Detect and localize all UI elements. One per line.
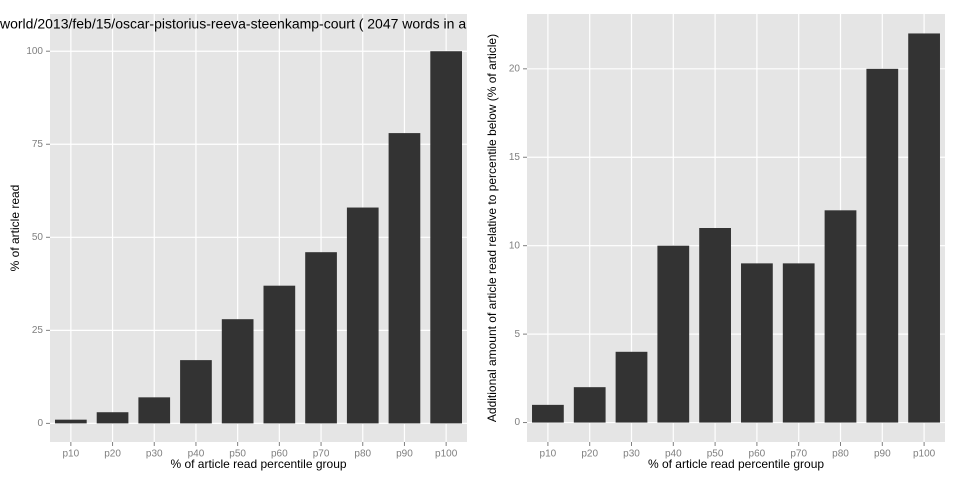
bar [305,252,337,424]
x-tick-label: p100 [913,449,936,460]
y-tick-label: 10 [509,240,521,251]
bar [908,33,940,423]
y-axis-title: % of article read [8,185,22,272]
y-tick-label: 0 [37,418,43,429]
bar [221,319,254,424]
bar [96,412,129,424]
y-tick-label: 0 [514,417,520,428]
y-tick-label: 25 [32,325,44,336]
x-tick-label: p20 [581,449,598,460]
x-tick-label: p50 [229,449,246,460]
y-tick-label: 15 [509,152,521,163]
x-tick-label: p10 [540,449,557,460]
bar [866,68,899,423]
x-tick-label: p40 [188,449,205,460]
x-tick-label: p60 [749,449,766,460]
x-tick-label: p80 [354,449,371,460]
x-axis-title: % of article read percentile group [170,457,346,471]
x-tick-label: p20 [104,449,121,460]
bar [782,263,815,423]
x-tick-label: p60 [271,449,288,460]
x-tick-label: p10 [63,449,80,460]
bar [55,419,87,424]
bar [388,133,421,424]
bar [741,263,773,423]
y-tick-label: 5 [514,329,520,340]
x-axis-title: % of article read percentile group [648,457,824,471]
y-tick-label: 50 [32,232,44,243]
bar [573,387,606,423]
bar [180,360,212,424]
chart-title: world/2013/feb/15/oscar-pistorius-reeva-… [0,16,466,32]
bar [532,404,564,423]
bar [824,210,857,423]
y-tick-label: 100 [26,46,43,57]
x-tick-label: p70 [313,449,330,460]
x-tick-label: p40 [665,449,682,460]
bar [657,245,690,423]
bar [699,228,731,423]
y-axis-title: Additional amount of article read relati… [485,34,499,422]
bar [346,207,379,424]
x-tick-label: p30 [623,449,640,460]
bar [263,285,296,424]
x-tick-label: p70 [790,449,807,460]
y-tick-label: 75 [32,139,44,150]
x-tick-label: p30 [146,449,163,460]
x-tick-label: p50 [707,449,724,460]
bar [615,351,648,423]
x-tick-label: p90 [874,449,891,460]
bar [430,51,462,424]
x-tick-label: p90 [396,449,413,460]
x-tick-label: p100 [435,449,458,460]
x-tick-label: p80 [832,449,849,460]
bar [138,397,171,424]
y-tick-label: 20 [509,63,521,74]
